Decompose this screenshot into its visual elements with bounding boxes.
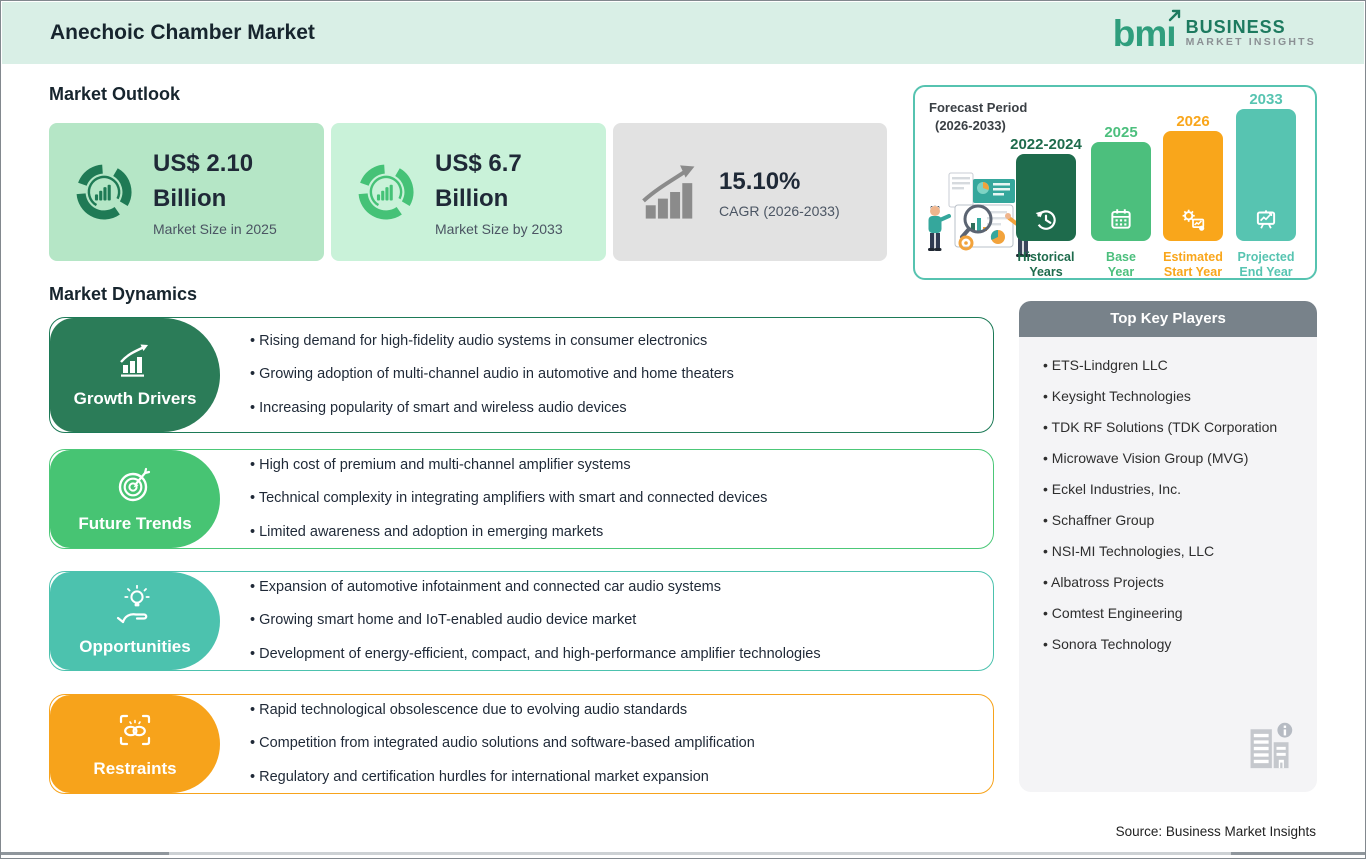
rising-bar-chart-icon — [113, 341, 157, 381]
dynamics-row-restraints: Restraints Rapid technological obsolesce… — [49, 694, 994, 794]
key-player-item: TDK RF Solutions (TDK Corporation — [1043, 419, 1307, 435]
opportunities-bullets: Expansion of automotive infotainment and… — [250, 572, 977, 670]
stat-caption: CAGR (2026-2033) — [719, 203, 840, 220]
future-trends-pill: Future Trends — [50, 450, 220, 548]
logo-arrow-icon — [1168, 8, 1182, 22]
bullet-item: Regulatory and certification hurdles for… — [250, 769, 977, 786]
forecast-year-label: 2033 — [1249, 91, 1283, 108]
forecast-bar-caption: Estimated Start Year — [1163, 250, 1223, 279]
calendar-icon — [1108, 206, 1134, 232]
donut-chart-icon — [73, 163, 135, 221]
bullet-item: Increasing popularity of smart and wirel… — [250, 400, 977, 417]
bullet-item: High cost of premium and multi-channel a… — [250, 457, 977, 474]
bullet-item: Rapid technological obsolescence due to … — [250, 702, 977, 719]
key-player-item: Comtest Engineering — [1043, 605, 1307, 621]
stat-card-cagr: 15.10% CAGR (2026-2033) — [613, 123, 887, 261]
key-player-item: Eckel Industries, Inc. — [1043, 481, 1307, 497]
donut-chart-icon — [355, 163, 417, 221]
market-outlook-heading: Market Outlook — [49, 84, 181, 104]
forecast-period-card: Forecast Period (2026-2033) — [913, 85, 1317, 280]
forecast-bar-estimated — [1163, 131, 1223, 241]
stat-value-line1: 15.10% — [719, 167, 801, 195]
forecast-bar-caption: Projected End Year — [1237, 250, 1295, 279]
restraints-bullets: Rapid technological obsolescence due to … — [250, 695, 977, 793]
bullet-item: Development of energy-efficient, compact… — [250, 646, 977, 663]
stat-card-market-size-2025: US$ 2.10 Billion Market Size in 2025 — [49, 123, 324, 261]
key-players-list: ETS-Lindgren LLC Keysight Technologies T… — [1043, 357, 1307, 652]
header-bar: Anechoic Chamber Market bmı BUSINESS MAR… — [2, 2, 1364, 64]
future-trends-bullets: High cost of premium and multi-channel a… — [250, 450, 977, 548]
presentation-chart-icon — [1253, 206, 1279, 232]
page-title: Anechoic Chamber Market — [50, 21, 315, 44]
bmi-logo: bmı BUSINESS MARKET INSIGHTS — [1113, 9, 1316, 52]
opportunities-pill: Opportunities — [50, 572, 220, 670]
company-building-icon — [1245, 718, 1295, 772]
key-player-item: ETS-Lindgren LLC — [1043, 357, 1307, 373]
forecast-bar-projected — [1236, 109, 1296, 241]
key-player-item: Albatross Projects — [1043, 574, 1307, 590]
forecast-year-label: 2022-2024 — [1010, 136, 1082, 153]
dynamics-row-growth-drivers: Growth Drivers Rising demand for high-fi… — [49, 317, 994, 433]
forecast-bar-base — [1091, 142, 1151, 241]
key-player-item: Schaffner Group — [1043, 512, 1307, 528]
bullet-item: Growing smart home and IoT-enabled audio… — [250, 612, 977, 629]
horizontal-scrollbar-thumb[interactable] — [1231, 852, 1365, 855]
key-player-item: Microwave Vision Group (MVG) — [1043, 450, 1307, 466]
bullet-item: Expansion of automotive infotainment and… — [250, 579, 977, 596]
bullet-item: Rising demand for high-fidelity audio sy… — [250, 333, 977, 350]
restraints-pill: Restraints — [50, 695, 220, 793]
market-dynamics-heading: Market Dynamics — [49, 284, 198, 304]
stat-value-line1: US$ 2.10 — [153, 150, 254, 178]
key-player-item: Keysight Technologies — [1043, 388, 1307, 404]
stat-caption: Market Size by 2033 — [435, 220, 563, 237]
target-dart-icon — [114, 464, 156, 506]
forecast-bar-historical — [1016, 154, 1076, 241]
key-player-item: Sonora Technology — [1043, 636, 1307, 652]
growth-bars-icon — [637, 161, 701, 223]
bullet-item: Competition from integrated audio soluti… — [250, 735, 977, 752]
source-attribution: Source: Business Market Insights — [1115, 824, 1316, 839]
forecast-bar-caption: Historical Years — [1017, 250, 1075, 279]
forecast-year-label: 2026 — [1176, 113, 1210, 130]
stat-card-market-size-2033: US$ 6.7 Billion Market Size by 2033 — [331, 123, 606, 261]
stat-caption: Market Size in 2025 — [153, 220, 277, 237]
bullet-item: Limited awareness and adoption in emergi… — [250, 524, 977, 541]
chain-link-icon — [114, 709, 156, 751]
top-key-players-panel: Top Key Players ETS-Lindgren LLC Keysigh… — [1019, 301, 1317, 792]
horizontal-scrollbar-track[interactable] — [1, 852, 1365, 855]
growth-drivers-bullets: Rising demand for high-fidelity audio sy… — [250, 318, 977, 432]
forecast-bar-caption: Base Year — [1106, 250, 1136, 279]
dynamics-row-future-trends: Future Trends High cost of premium and m… — [49, 449, 994, 549]
bmi-logo-mark: bmı — [1113, 9, 1180, 52]
bulb-hand-icon — [113, 585, 157, 629]
bullet-item: Growing adoption of multi-channel audio … — [250, 366, 977, 383]
top-key-players-body: ETS-Lindgren LLC Keysight Technologies T… — [1019, 337, 1317, 792]
growth-drivers-pill: Growth Drivers — [50, 318, 220, 432]
bullet-item: Technical complexity in integrating ampl… — [250, 490, 977, 507]
stat-value-line2: Billion — [153, 185, 227, 212]
logo-wordmark: BUSINESS MARKET INSIGHTS — [1185, 17, 1316, 48]
history-clock-icon — [1033, 206, 1059, 232]
top-key-players-heading: Top Key Players — [1019, 301, 1317, 337]
forecast-period-title: Forecast Period (2026-2033) — [929, 100, 1028, 134]
key-player-item: NSI-MI Technologies, LLC — [1043, 543, 1307, 559]
forecast-year-label: 2025 — [1104, 124, 1138, 141]
stat-value-line2: Billion — [435, 185, 509, 212]
dynamics-row-opportunities: Opportunities Expansion of automotive in… — [49, 571, 994, 671]
stat-value-line1: US$ 6.7 — [435, 150, 522, 178]
gear-chart-icon — [1180, 206, 1206, 232]
horizontal-scrollbar-thumb[interactable] — [1, 852, 169, 855]
